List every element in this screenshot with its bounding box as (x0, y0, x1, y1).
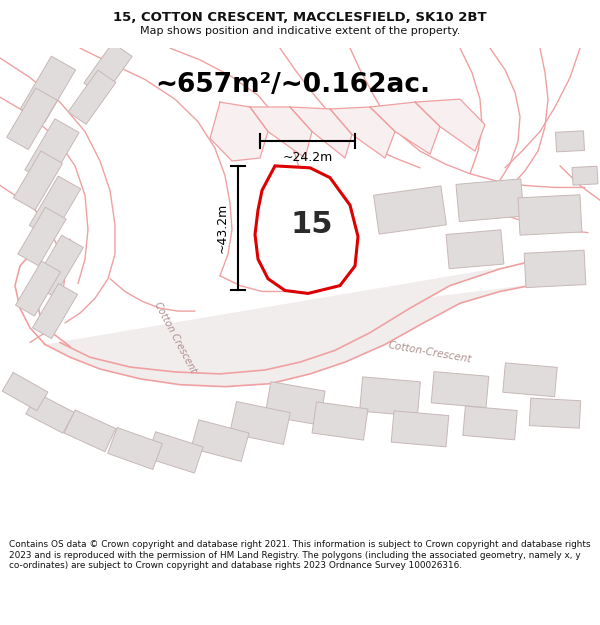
Polygon shape (29, 176, 81, 238)
Polygon shape (32, 235, 83, 297)
Polygon shape (446, 230, 504, 269)
Polygon shape (68, 70, 116, 124)
Polygon shape (64, 410, 116, 452)
Polygon shape (2, 372, 48, 411)
Polygon shape (13, 151, 62, 210)
Polygon shape (191, 420, 249, 461)
Polygon shape (374, 186, 446, 234)
Polygon shape (330, 107, 395, 158)
Polygon shape (431, 372, 489, 408)
Polygon shape (18, 208, 66, 266)
Text: ~24.2m: ~24.2m (283, 151, 332, 164)
Text: Cotton-Crescent: Cotton-Crescent (388, 340, 473, 364)
Polygon shape (524, 250, 586, 288)
Polygon shape (312, 402, 368, 440)
Polygon shape (25, 119, 79, 184)
Polygon shape (370, 102, 440, 154)
Polygon shape (503, 363, 557, 397)
Polygon shape (26, 393, 74, 433)
Polygon shape (20, 56, 76, 122)
Polygon shape (45, 254, 580, 387)
Text: 15: 15 (291, 210, 333, 239)
Polygon shape (32, 284, 77, 339)
Text: ~657m²/~0.162ac.: ~657m²/~0.162ac. (155, 72, 430, 98)
Polygon shape (7, 88, 58, 149)
Polygon shape (84, 43, 132, 96)
Text: ~43.2m: ~43.2m (216, 203, 229, 253)
Polygon shape (456, 179, 524, 222)
Polygon shape (16, 261, 61, 316)
Polygon shape (359, 377, 421, 416)
Polygon shape (463, 406, 517, 440)
Polygon shape (265, 382, 325, 425)
Polygon shape (572, 166, 598, 185)
Text: Map shows position and indicative extent of the property.: Map shows position and indicative extent… (140, 26, 460, 36)
Polygon shape (255, 166, 358, 293)
Polygon shape (230, 401, 290, 444)
Text: 15, COTTON CRESCENT, MACCLESFIELD, SK10 2BT: 15, COTTON CRESCENT, MACCLESFIELD, SK10 … (113, 11, 487, 24)
Polygon shape (290, 107, 352, 158)
Polygon shape (210, 102, 268, 161)
Polygon shape (518, 195, 582, 235)
Polygon shape (107, 428, 163, 469)
Polygon shape (415, 99, 485, 151)
Polygon shape (250, 107, 312, 158)
Polygon shape (529, 398, 581, 428)
Polygon shape (147, 432, 203, 473)
Polygon shape (556, 131, 584, 152)
Polygon shape (391, 411, 449, 447)
Text: Contains OS data © Crown copyright and database right 2021. This information is : Contains OS data © Crown copyright and d… (9, 541, 590, 570)
Text: Cotton Crescent: Cotton Crescent (152, 301, 198, 375)
